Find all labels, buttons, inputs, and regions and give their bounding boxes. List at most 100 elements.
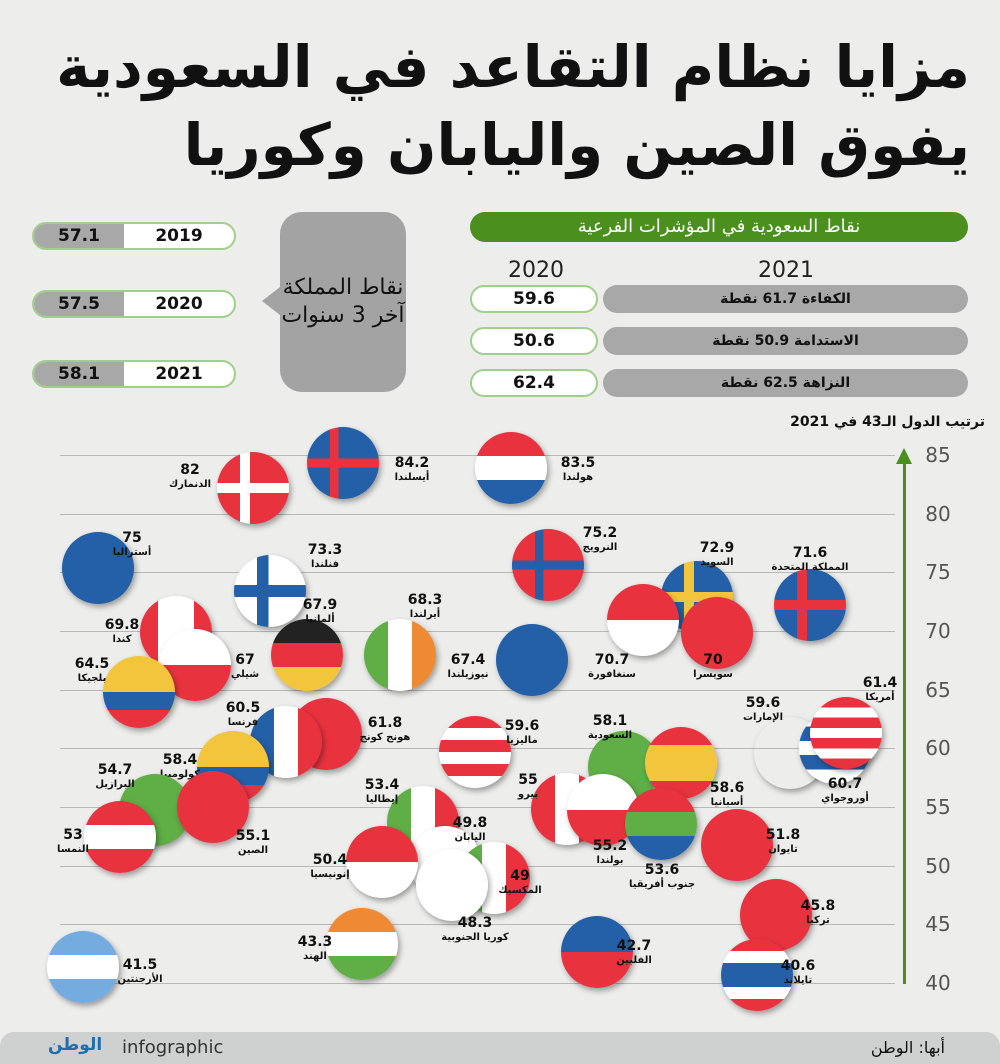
country-score: 55.2 [592, 838, 628, 854]
country-score: 83.5 [560, 455, 596, 471]
flag-marker [607, 584, 679, 656]
country-label: 84.2 أيسلندا [395, 455, 430, 484]
country-label: 55.2 بولندا [593, 838, 628, 867]
country-name: جنوب أفريقيا [628, 879, 696, 890]
footer: أبها: الوطن infographic الوطن [0, 1032, 1000, 1064]
y-tick-label: 40 [925, 971, 951, 995]
country-name: كولومبيا [159, 769, 201, 780]
flag-marker [217, 452, 289, 524]
country-score: 51.8 [765, 827, 801, 843]
country-label: 53.6 جنوب أفريقيا [629, 862, 695, 891]
country-name: كوريا الجنوبية [441, 932, 509, 943]
country-name: فنلندا [310, 559, 339, 570]
history-callout: نقاط المملكة آخر 3 سنوات [262, 212, 406, 392]
country-name: سنغافورة [588, 669, 636, 680]
country-label: 69.8 كندا [105, 617, 140, 646]
flag-marker [625, 788, 697, 860]
country-label: 55.1 الصين [236, 828, 271, 857]
history-2019: 57.1 2019 [32, 222, 236, 250]
col-2021: 2021 [758, 258, 814, 283]
flag-marker [701, 809, 773, 881]
callout-text: نقاط المملكة آخر 3 سنوات [281, 275, 405, 328]
country-score: 84.2 [394, 455, 430, 471]
gridline [60, 983, 895, 984]
y-tick-label: 65 [925, 677, 951, 702]
flag-marker [346, 826, 418, 898]
country-name: البرازيل [95, 779, 135, 790]
flag-marker [271, 619, 343, 691]
y-tick-label: 75 [925, 560, 951, 585]
country-label: 58.6 أسبانيا [710, 780, 745, 809]
country-name: هولندا [562, 472, 594, 483]
country-score: 61.8 [367, 715, 403, 731]
country-score: 59.6 [745, 695, 781, 711]
country-label: 68.3 أيرلندا [408, 592, 443, 621]
history-value: 57.5 [34, 292, 124, 316]
country-label: 58.4 كولومبيا [160, 752, 200, 781]
country-score: 58.6 [709, 780, 745, 796]
country-score: 68.3 [407, 592, 443, 608]
country-name: السويد [700, 557, 734, 568]
subindex-2020-value: 62.4 [470, 369, 598, 397]
country-name: أيسلندا [394, 472, 430, 483]
country-score: 67.4 [450, 652, 486, 668]
country-label: 83.5 هولندا [561, 455, 596, 484]
country-label: 43.3 الهند [298, 934, 333, 963]
flag-marker [62, 532, 134, 604]
flag-marker [561, 916, 633, 988]
y-tick-label: 85 [925, 443, 951, 467]
country-score: 64.5 [74, 656, 110, 672]
country-label: 72.9 السويد [700, 540, 735, 569]
country-name: إيطاليا [365, 794, 399, 805]
flag-marker [416, 849, 488, 921]
history-2021: 58.1 2021 [32, 360, 236, 388]
country-label: 49.8 اليابان [453, 815, 488, 844]
country-score: 43.3 [297, 934, 333, 950]
history-year: 2019 [155, 226, 203, 246]
gridline [60, 689, 895, 691]
chart-title: ترتيب الدول الـ43 في 2021 [790, 414, 985, 430]
country-name: أوروجواي [821, 793, 869, 804]
flag-marker [475, 432, 547, 504]
subindex-title: نقاط السعودية في المؤشرات الفرعية [470, 212, 968, 242]
y-tick-label: 45 [925, 912, 951, 937]
country-name: بيرو [517, 789, 539, 800]
country-name: أمريكا [865, 692, 895, 703]
country-score: 60.5 [225, 700, 261, 716]
country-name: كندا [112, 634, 132, 645]
country-name: اليابان [454, 832, 486, 843]
country-label: 75.2 النرويج [583, 525, 618, 554]
country-label: 53 النمسا [57, 827, 89, 856]
gridline [60, 807, 895, 808]
country-label: 51.8 تايوان [766, 827, 801, 856]
country-score: 59.6 [504, 718, 540, 734]
country-label: 67.4 نيوزيلندا [448, 652, 489, 681]
flag-marker [364, 619, 436, 691]
flag-marker [103, 656, 175, 728]
country-score: 75 [122, 530, 142, 546]
country-score: 55.1 [235, 828, 271, 844]
flag-marker [681, 597, 753, 669]
country-score: 75.2 [582, 525, 618, 541]
country-score: 45.8 [800, 898, 836, 914]
flag-marker [774, 569, 846, 641]
country-label: 42.7 الفلبين [616, 938, 652, 967]
country-label: 60.7 أوروجواي [821, 776, 869, 805]
flag-marker [177, 771, 249, 843]
country-label: 61.8 هونج كونج [360, 715, 411, 744]
y-tick-label: 55 [925, 795, 951, 819]
country-name: النرويج [582, 542, 618, 553]
gridline [60, 572, 895, 574]
country-label: 53.4 إيطاليا [365, 777, 400, 806]
country-name: هونج كونج [359, 732, 411, 743]
country-label: 54.7 البرازيل [95, 762, 134, 791]
y-tick-label: 80 [925, 501, 951, 526]
flag-marker [645, 727, 717, 799]
country-score: 58.4 [162, 752, 198, 768]
country-label: 58.1 السعودية [588, 713, 632, 742]
flag-marker [439, 716, 511, 788]
country-label: 64.5 بلجيكا [75, 656, 110, 685]
country-score: 72.9 [699, 540, 735, 556]
country-label: 61.4 أمريكا [863, 675, 898, 704]
subindex-2021-label: النزاهة 62.5 نقطة [603, 369, 968, 397]
